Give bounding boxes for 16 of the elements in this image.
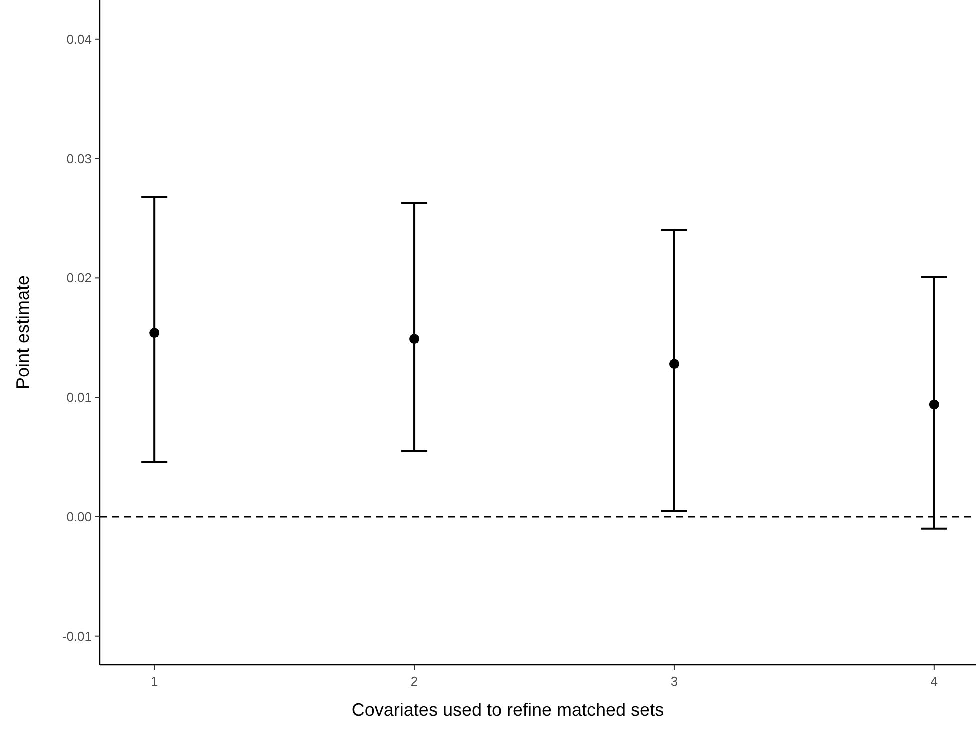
point (929, 400, 940, 410)
x-tick-label: 1 (150, 674, 158, 689)
y-tick-label: 0.02 (66, 270, 92, 286)
point (410, 334, 420, 344)
y-tick-label: 0.04 (66, 32, 92, 47)
point (150, 328, 160, 338)
x-axis-title: Covariates used to refine matched sets (352, 700, 664, 720)
y-tick-label: 0.01 (66, 390, 92, 406)
x-tick-label: 4 (930, 674, 938, 689)
y-tick-label: 0.03 (66, 151, 92, 166)
y-tick-label: -0.01 (62, 628, 92, 644)
x-tick-label: 3 (670, 674, 678, 689)
y-axis-title: Point estimate (13, 275, 33, 390)
x-tick-label: 2 (410, 674, 418, 689)
point (669, 359, 680, 370)
y-tick-label: 0.00 (66, 510, 92, 525)
